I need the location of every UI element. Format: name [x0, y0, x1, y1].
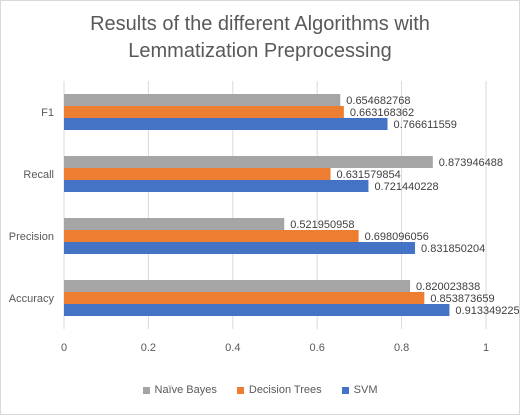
x-tick-label: 0: [61, 342, 67, 354]
x-tick-label: 0.2: [141, 342, 156, 354]
data-label: 0.654682768: [346, 95, 410, 107]
bar: [64, 168, 331, 180]
data-label: 0.698096056: [365, 231, 429, 243]
legend-item: Naïve Bayes: [142, 384, 217, 396]
bar: [64, 94, 341, 106]
x-tick-label: 0.6: [310, 342, 325, 354]
data-label: 0.721440228: [374, 181, 438, 193]
chart-title: Results of the different Algorithms with…: [90, 13, 430, 62]
legend-item: SVM: [341, 384, 378, 396]
legend-item: Decision Trees: [236, 384, 322, 396]
data-label: 0.873946488: [439, 157, 503, 169]
bar: [64, 118, 388, 130]
legend-swatch: [236, 386, 244, 394]
data-label: 0.521950958: [290, 219, 354, 231]
category-label: Precision: [9, 231, 54, 243]
x-tick-label: 1: [483, 342, 489, 354]
bar: [64, 242, 416, 254]
data-label: 0.663168362: [350, 107, 414, 119]
bar: [64, 156, 433, 168]
bar: [64, 304, 450, 316]
x-tick-label: 0.8: [394, 342, 409, 354]
legend-label: SVM: [353, 384, 378, 396]
category-label: Recall: [23, 169, 54, 181]
data-label: 0.853873659: [430, 293, 494, 305]
legend-swatch: [142, 386, 150, 394]
bar: [64, 280, 411, 292]
legend-label: Decision Trees: [248, 384, 322, 396]
bar: [64, 106, 344, 118]
data-label: 0.913349225: [455, 305, 519, 317]
bar: [64, 218, 285, 230]
data-label: 0.766611559: [394, 119, 457, 131]
chart-legend: Naïve Bayes Decision Trees SVM: [1, 384, 519, 396]
bar: [64, 180, 369, 192]
x-tick-label: 0.4: [225, 342, 240, 354]
legend-label: Naïve Bayes: [154, 384, 217, 396]
category-label: Accuracy: [9, 293, 55, 305]
data-label: 0.831850204: [421, 243, 485, 255]
data-label: 0.820023838: [416, 281, 480, 293]
bar: [64, 230, 359, 242]
data-label: 0.631579854: [337, 169, 401, 181]
bar: [64, 292, 425, 304]
legend-swatch: [341, 386, 349, 394]
category-label: F1: [41, 107, 54, 119]
